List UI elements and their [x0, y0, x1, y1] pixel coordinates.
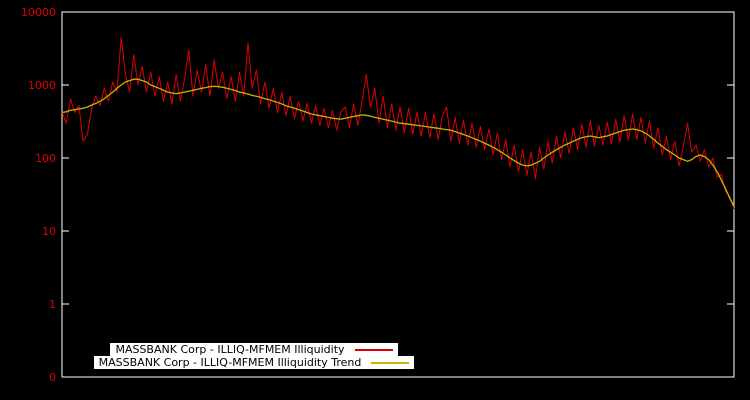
- y-tick-label: 10: [42, 225, 56, 238]
- y-tick-label: 10000: [21, 6, 56, 19]
- legend-label-illiquidity-trend: MASSBANK Corp - ILLIQ-MFMEM Illiquidity …: [98, 356, 362, 369]
- legend-line-sample-red: [354, 343, 393, 356]
- series-line-0: [61, 36, 735, 210]
- legend-label-illiquidity: MASSBANK Corp - ILLIQ-MFMEM Illiquidity: [115, 343, 345, 356]
- y-tick-label: 0: [49, 371, 56, 384]
- series-line-1: [61, 78, 735, 207]
- y-tick-label: 1: [49, 298, 56, 311]
- y-tick-label: 100: [35, 152, 56, 165]
- legend-item-illiquidity: MASSBANK Corp - ILLIQ-MFMEM Illiquidity: [110, 343, 398, 356]
- chart-legend: MASSBANK Corp - ILLIQ-MFMEM Illiquidity …: [70, 343, 438, 369]
- legend-item-illiquidity-trend: MASSBANK Corp - ILLIQ-MFMEM Illiquidity …: [93, 356, 415, 369]
- legend-line-sample-yellow: [371, 356, 410, 369]
- plot-border: [61, 11, 735, 378]
- y-tick-label: 1000: [28, 79, 56, 92]
